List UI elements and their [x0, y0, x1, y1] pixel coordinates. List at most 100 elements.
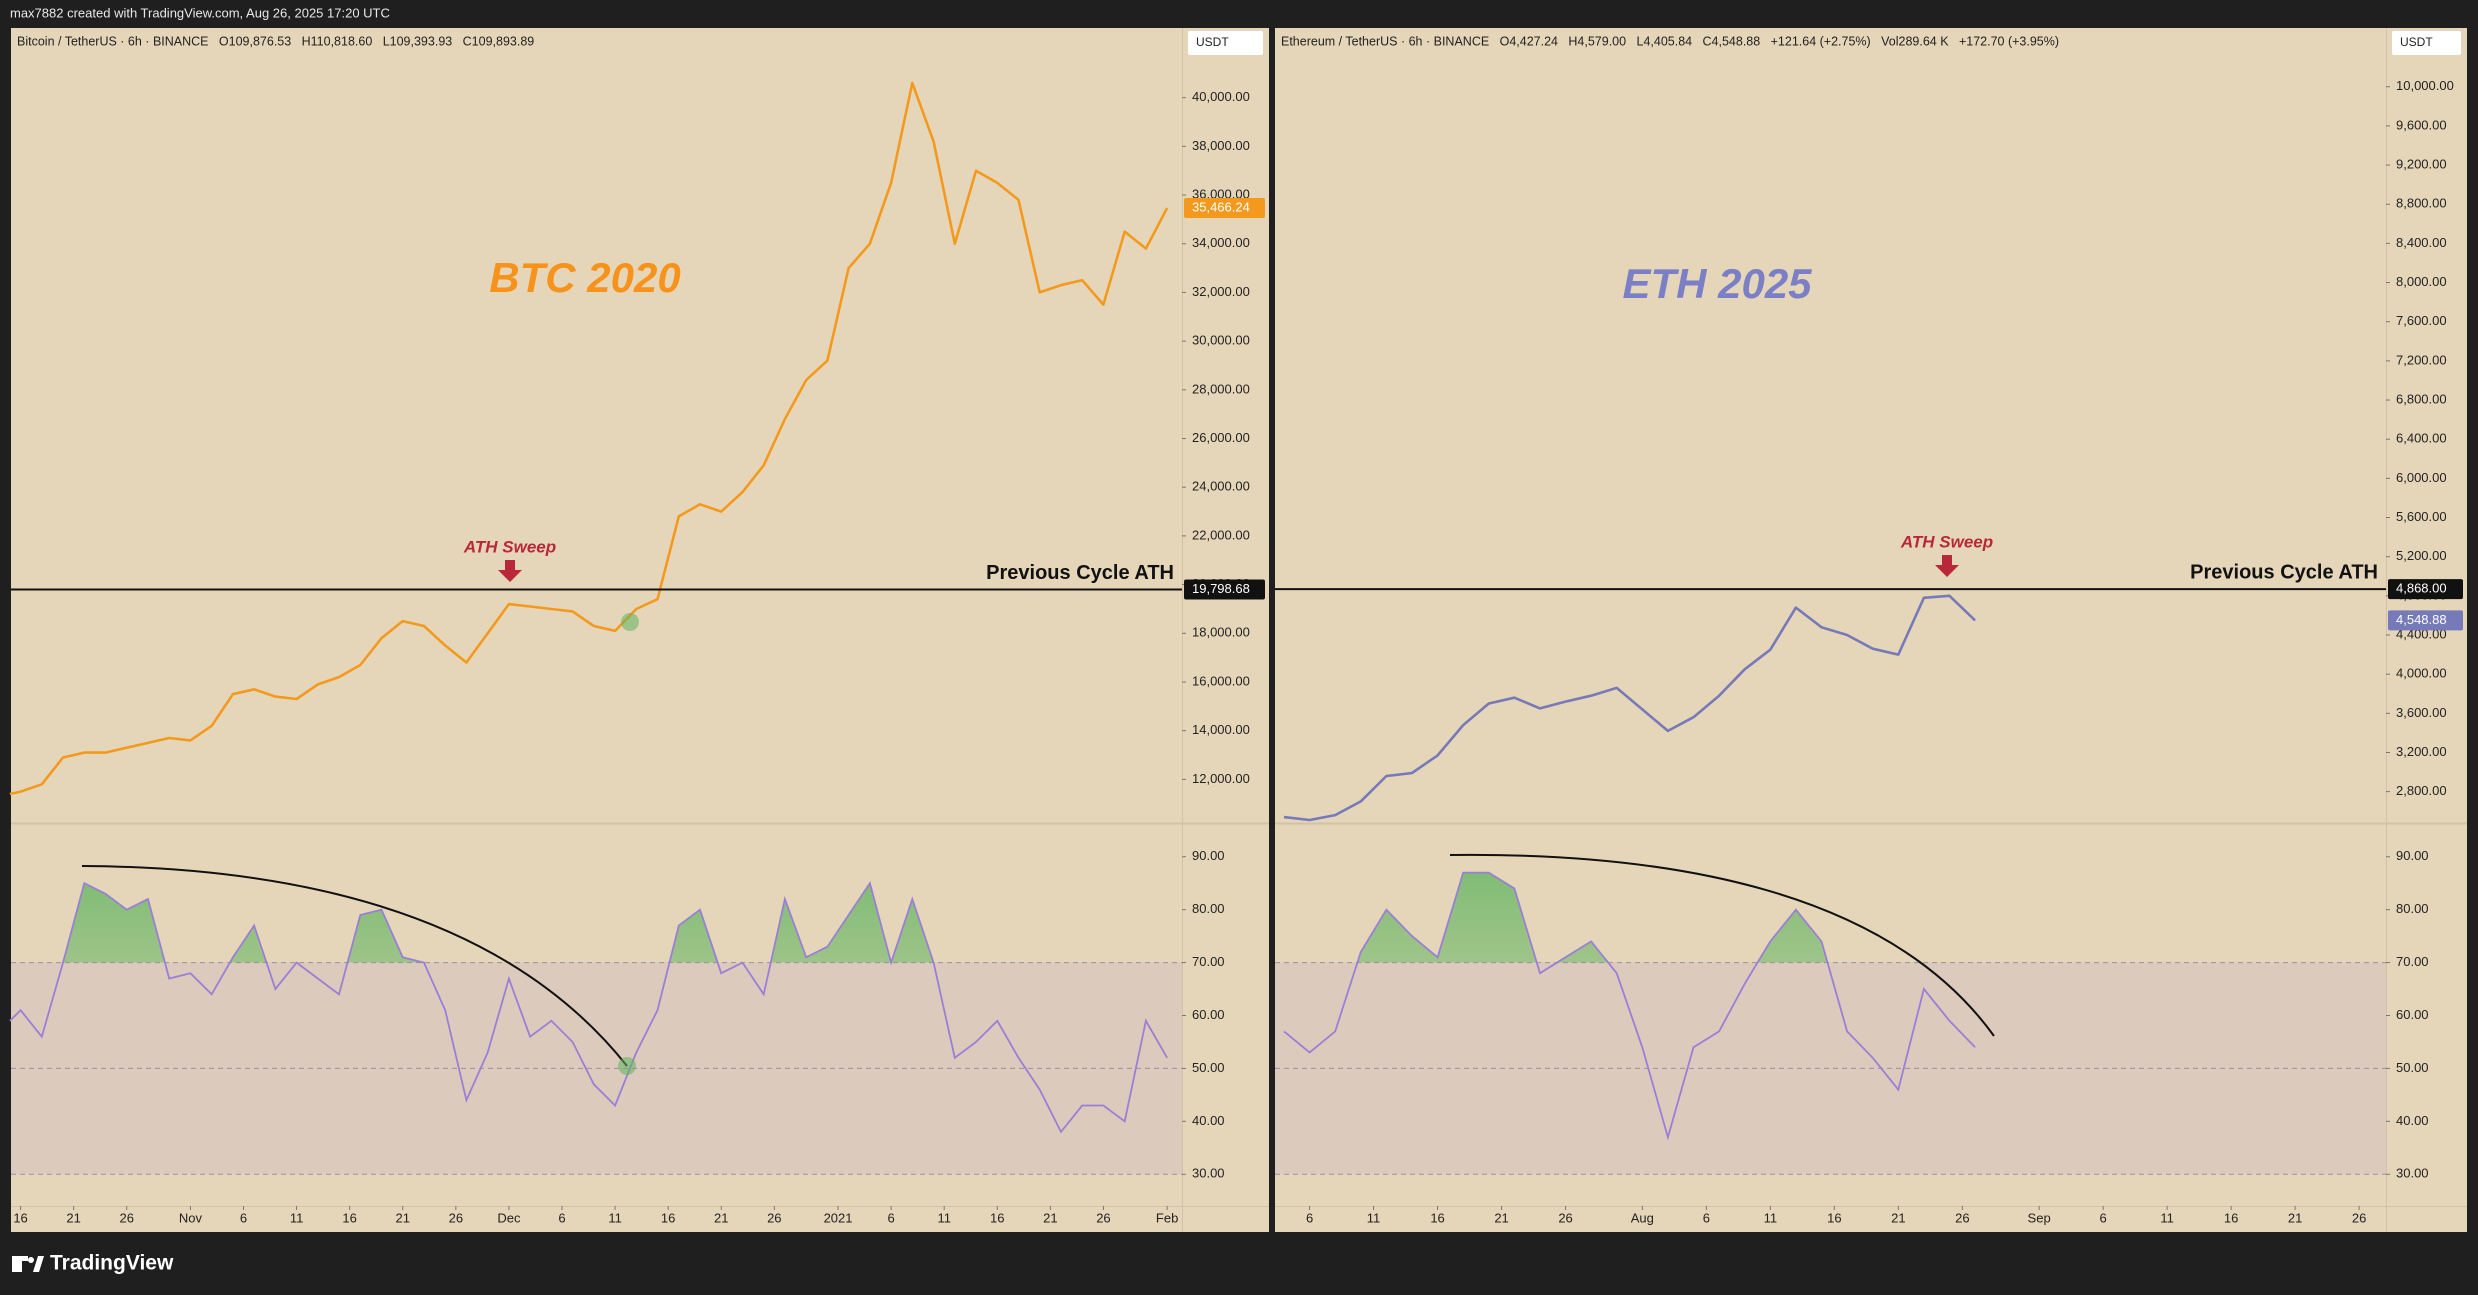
marker-circle — [621, 613, 639, 631]
rsi-overbought-fill — [63, 883, 934, 963]
trend-arc — [1449, 853, 1995, 1037]
y-tick-label: 3,600.00 — [2396, 705, 2447, 720]
last-price-label: 35,466.24 — [1192, 199, 1250, 214]
rsi-tick-label: 70.00 — [1192, 954, 1225, 969]
x-tick-label: 26 — [449, 1210, 463, 1225]
x-tick-label: 6 — [1703, 1210, 1710, 1225]
price-line — [9, 81, 1169, 796]
chart-title: ETH 2025 — [1622, 260, 1812, 307]
brand: TradingView — [50, 1252, 174, 1275]
x-tick-label: 11 — [937, 1210, 951, 1225]
ath-line-label: Previous Cycle ATH — [2190, 561, 2378, 583]
rsi-line — [9, 881, 1168, 1134]
y-tick-label: 6,800.00 — [2396, 391, 2447, 406]
x-tick-label: 16 — [2224, 1210, 2238, 1225]
ath-line-label: Previous Cycle ATH — [986, 562, 1174, 584]
y-tick-label: 18,000.00 — [1192, 625, 1250, 640]
x-tick-label: 21 — [396, 1210, 410, 1225]
y-tick-label: 8,000.00 — [2396, 274, 2447, 289]
y-tick-label: 40,000.00 — [1192, 89, 1250, 104]
ath-price-label: 19,798.68 — [1192, 581, 1250, 596]
y-tick-label: 5,200.00 — [2396, 548, 2447, 563]
rsi-tick-label: 50.00 — [2396, 1060, 2429, 1075]
y-tick-label: 22,000.00 — [1192, 527, 1250, 542]
y-tick-label: 7,200.00 — [2396, 352, 2447, 367]
currency: USDT — [1196, 35, 1229, 49]
x-tick-label: 16 — [13, 1210, 27, 1225]
rsi-tick-label: 80.00 — [1192, 901, 1225, 916]
x-tick-label: 11 — [2160, 1210, 2174, 1225]
rsi-tick-label: 40.00 — [1192, 1113, 1225, 1128]
y-tick-label: 8,400.00 — [2396, 235, 2447, 250]
x-tick-label: 26 — [1096, 1210, 1110, 1225]
panel-bg — [1275, 28, 2467, 1232]
logo-part — [12, 1256, 28, 1261]
rsi-tick-label: 50.00 — [1192, 1060, 1225, 1075]
rsi-band — [1275, 962, 2386, 1175]
x-tick-label: 2021 — [824, 1210, 853, 1225]
last-price-box — [1184, 198, 1265, 219]
ath-price-label: 4,868.00 — [2396, 581, 2447, 596]
rsi-tick-label: 90.00 — [2396, 848, 2429, 863]
price-line — [1283, 594, 1977, 822]
trend-arc — [81, 865, 628, 1067]
x-tick-label: Feb — [1156, 1210, 1178, 1225]
x-tick-label: 26 — [767, 1210, 781, 1225]
last-price-label: 4,548.88 — [2396, 612, 2447, 627]
y-tick-label: 14,000.00 — [1192, 722, 1250, 737]
rsi-tick-label: 80.00 — [2396, 901, 2429, 916]
x-tick-label: 11 — [290, 1210, 304, 1225]
x-tick-label: 21 — [1494, 1210, 1508, 1225]
legend-text: Bitcoin / TetherUS · 6h · BINANCE O109,8… — [17, 34, 534, 48]
y-tick-label: 7,600.00 — [2396, 313, 2447, 328]
chart-title: BTC 2020 — [489, 254, 680, 301]
currency-box — [2392, 31, 2461, 55]
rsi-line — [1283, 871, 1976, 1141]
x-tick-label: 6 — [240, 1210, 247, 1225]
x-tick-label: 6 — [1306, 1210, 1313, 1225]
rsi-tick-label: 60.00 — [2396, 1007, 2429, 1022]
legend-text: Ethereum / TetherUS · 6h · BINANCE O4,42… — [1281, 34, 2059, 48]
y-tick-label: 9,600.00 — [2396, 117, 2447, 132]
x-tick-label: 11 — [1367, 1210, 1381, 1225]
annotation: ATH Sweep — [463, 537, 556, 556]
x-tick-label: 21 — [1043, 1210, 1057, 1225]
logo-part — [28, 1257, 34, 1263]
x-tick-label: 21 — [1891, 1210, 1905, 1225]
ath-price-box — [1184, 579, 1265, 600]
y-tick-label: 36,000.00 — [1192, 186, 1250, 201]
x-tick-label: 16 — [990, 1210, 1004, 1225]
x-tick-label: 6 — [887, 1210, 894, 1225]
x-tick-label: 16 — [342, 1210, 356, 1225]
y-tick-label: 28,000.00 — [1192, 381, 1250, 396]
x-tick-label: 11 — [1764, 1210, 1778, 1225]
currency-box — [1188, 31, 1263, 55]
x-tick-label: Aug — [1631, 1210, 1654, 1225]
x-tick-label: 16 — [1430, 1210, 1444, 1225]
logo-part — [12, 1256, 22, 1272]
marker-circle — [618, 1057, 636, 1075]
rsi-tick-label: 30.00 — [2396, 1166, 2429, 1181]
x-tick-label: 26 — [119, 1210, 133, 1225]
x-tick-label: 26 — [1955, 1210, 1969, 1225]
y-tick-label: 10,000.00 — [2396, 78, 2454, 93]
rsi-tick-label: 90.00 — [1192, 848, 1225, 863]
x-tick-label: 26 — [2352, 1210, 2366, 1225]
x-tick-label: Dec — [497, 1210, 521, 1225]
panel-bg — [11, 28, 1269, 1232]
x-tick-label: 16 — [1827, 1210, 1841, 1225]
y-tick-label: 3,200.00 — [2396, 744, 2447, 759]
y-tick-label: 6,000.00 — [2396, 470, 2447, 485]
x-tick-label: Sep — [2028, 1210, 2051, 1225]
x-tick-label: 6 — [2100, 1210, 2107, 1225]
y-tick-label: 4,000.00 — [2396, 666, 2447, 681]
rsi-overbought-fill — [1357, 872, 1828, 963]
y-tick-label: 5,600.00 — [2396, 509, 2447, 524]
y-tick-label: 30,000.00 — [1192, 333, 1250, 348]
currency: USDT — [2400, 35, 2433, 49]
x-tick-label: 26 — [1558, 1210, 1572, 1225]
ath-price-box — [2388, 579, 2463, 600]
x-tick-label: 6 — [558, 1210, 565, 1225]
